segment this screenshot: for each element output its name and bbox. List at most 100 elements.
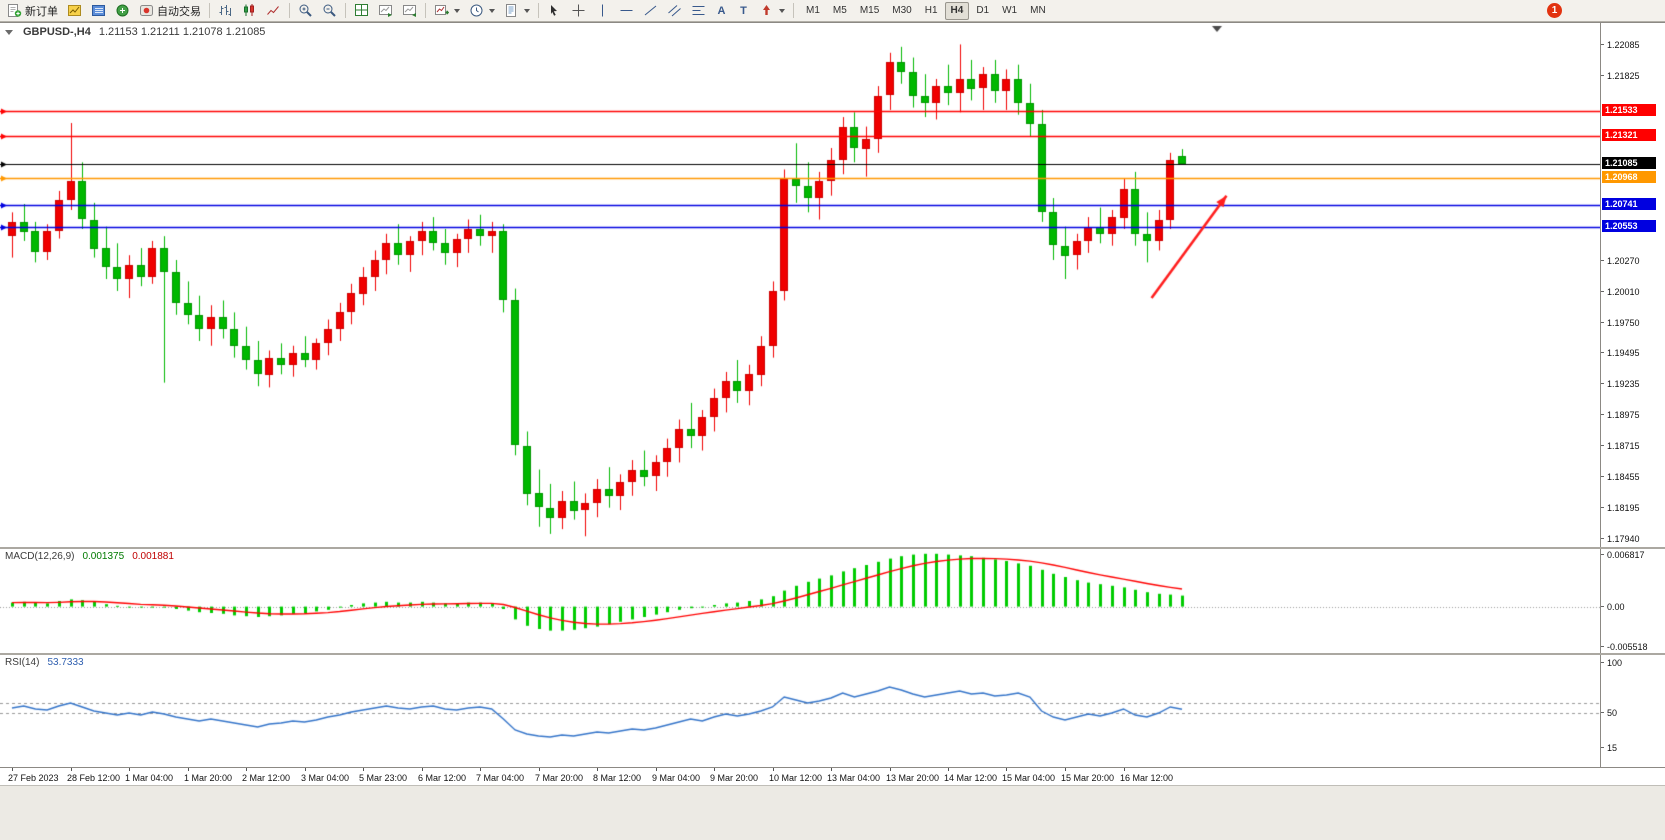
timeframe-button-m30[interactable]: M30 [892, 5, 912, 16]
time-axis-tick [1006, 768, 1007, 771]
notification-badge[interactable]: 1 [1547, 3, 1562, 18]
indicators-button[interactable] [430, 1, 464, 21]
time-axis[interactable]: 27 Feb 2023 28 Feb 12:00 1 Mar 04:00 1 Mar … [0, 767, 1665, 785]
time-axis-tick [773, 768, 774, 771]
crosshair-button[interactable] [567, 1, 590, 21]
rsi-title-overlay: RSI(14) 53.7333 [5, 657, 84, 668]
price-line-tag: 1.21533 [1602, 103, 1656, 116]
new-chart-button[interactable] [63, 1, 86, 21]
price-chart-canvas[interactable] [0, 23, 1600, 547]
templates-button[interactable] [500, 1, 534, 21]
candlestick-chart-button[interactable] [238, 1, 261, 21]
price-axis[interactable]: 1.22085 1.21825 1.20270 1.20010 1.19750 1.194… [1600, 23, 1665, 547]
navigator-button[interactable] [111, 1, 134, 21]
new-order-button[interactable]: 新订单 [3, 1, 62, 21]
macd-main-value: 0.001375 [82, 551, 125, 562]
market-watch-button[interactable] [87, 1, 110, 21]
main-chart-panel: GBPUSD-,H4 1.21153 1.21211 1.21078 1.210… [0, 23, 1665, 547]
time-axis-tick [539, 768, 540, 771]
zoom-out-button[interactable] [318, 1, 341, 21]
periods-button[interactable] [465, 1, 499, 21]
price-axis-label: 1.21825 [1601, 70, 1640, 81]
price-axis-label: 1.18715 [1601, 441, 1640, 452]
line-chart-icon [267, 6, 279, 15]
timeframe-button-m1[interactable]: M1 [806, 5, 820, 16]
status-area [0, 785, 1665, 840]
auto-trading-button[interactable]: 自动交易 [135, 1, 205, 21]
tile-windows-button[interactable] [350, 1, 373, 21]
time-axis-label: 10 Mar 12:00 [769, 773, 823, 783]
timeframe-button-d1[interactable]: D1 [976, 5, 990, 16]
macd-axis-label: -0.005518 [1601, 642, 1648, 652]
channel-button[interactable] [663, 1, 686, 21]
new-chart-icon [68, 5, 81, 16]
auto-scroll-icon [379, 5, 392, 17]
trendline-icon [644, 5, 657, 16]
trendline-button[interactable] [639, 1, 662, 21]
chart-shift-icon [403, 5, 416, 17]
bar-chart-button[interactable] [214, 1, 237, 21]
line-chart-button[interactable] [262, 1, 285, 21]
cursor-icon [551, 5, 557, 16]
arrows-button[interactable] [755, 1, 789, 21]
panel-divider[interactable] [0, 653, 1665, 655]
chevron-down-icon [454, 8, 460, 13]
chart-ohlc: 1.21153 1.21211 1.21078 1.21085 [98, 26, 266, 38]
rsi-axis-label: 15 [1600, 743, 1618, 753]
periods-clock-icon [470, 4, 483, 17]
text-button[interactable]: A [711, 1, 732, 21]
zoom-in-button[interactable] [294, 1, 317, 21]
indicators-icon [435, 5, 449, 15]
time-axis-tick [890, 768, 891, 771]
time-axis-label: 8 Mar 12:00 [593, 773, 642, 783]
rsi-axis[interactable]: 100 50 15 [1600, 655, 1665, 767]
chevron-down-icon [779, 8, 785, 13]
timeframe-button-h4[interactable]: H4 [944, 1, 970, 20]
new-order-label: 新订单 [25, 5, 58, 18]
price-line-tag: 1.20553 [1602, 220, 1656, 233]
price-axis-label: 1.20270 [1601, 256, 1640, 267]
fibonacci-button[interactable] [687, 1, 710, 21]
one-click-trading-icon[interactable] [5, 29, 13, 35]
timeframe-button-m15[interactable]: M15 [859, 5, 880, 16]
label-button[interactable]: T [733, 1, 754, 21]
horizontal-line-icon [620, 10, 633, 11]
chart-window: GBPUSD-,H4 1.21153 1.21211 1.21078 1.210… [0, 22, 1665, 785]
chart-shift-button[interactable] [398, 1, 421, 21]
macd-canvas[interactable] [0, 549, 1600, 653]
auto-trading-label: 自动交易 [157, 5, 201, 18]
cursor-button[interactable] [543, 1, 566, 21]
chevron-down-icon [489, 8, 495, 13]
time-axis-tick [422, 768, 423, 771]
horizontal-line-button[interactable] [615, 1, 638, 21]
price-axis-label: 1.18455 [1601, 472, 1640, 483]
timeframe-button-m5[interactable]: M5 [832, 5, 847, 16]
price-line-tag: 1.21321 [1602, 129, 1656, 142]
price-line-tag: 1.20741 [1602, 198, 1656, 211]
navigator-icon [116, 4, 129, 17]
rsi-axis-label: 100 [1600, 658, 1623, 668]
time-axis-label: 7 Mar 04:00 [476, 773, 525, 783]
timeframe-button-w1[interactable]: W1 [1002, 5, 1018, 16]
vertical-line-button[interactable] [591, 1, 614, 21]
label-icon: T [740, 4, 747, 17]
time-axis-label: 6 Mar 12:00 [418, 773, 467, 783]
toolbar-separator [209, 3, 210, 18]
time-axis-tick [480, 768, 481, 771]
timeframe-button-h1[interactable]: H1 [924, 5, 938, 16]
text-icon: A [717, 4, 726, 17]
price-axis-label: 1.22085 [1601, 40, 1640, 51]
bar-chart-icon [219, 5, 231, 16]
macd-axis-label: 0.006817 [1601, 550, 1645, 560]
time-axis-label: 15 Mar 04:00 [1002, 773, 1056, 783]
panel-divider[interactable] [0, 547, 1665, 549]
rsi-canvas[interactable] [0, 655, 1600, 767]
timeframe-button-mn[interactable]: MN [1030, 5, 1046, 16]
macd-axis[interactable]: 0.006817 0.00 -0.005518 [1600, 549, 1665, 653]
rsi-label: RSI(14) [5, 657, 40, 668]
auto-scroll-button[interactable] [374, 1, 397, 21]
time-axis-tick [831, 768, 832, 771]
time-axis-tick [188, 768, 189, 771]
templates-icon [506, 4, 516, 17]
